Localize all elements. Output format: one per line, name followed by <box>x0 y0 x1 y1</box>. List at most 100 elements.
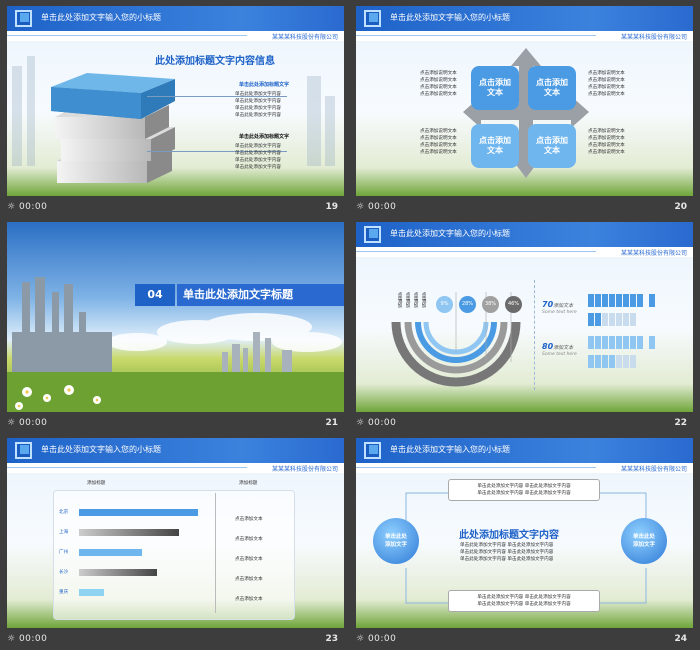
bar <box>79 589 104 596</box>
left-circle[interactable]: 单击此处 添加文字 <box>373 518 419 564</box>
stat-70-sub: Some text here <box>542 310 577 315</box>
header-title: 单击此处添加文字输入您的小标题 <box>390 13 510 22</box>
slide-canvas: 单击此处添加文字输入您的小标题 某某某科技股份有限公司 <box>7 6 344 196</box>
company-name: 某某某科技股份有限公司 <box>271 34 338 41</box>
percent-bubble: 46% <box>505 296 522 313</box>
header-logo-icon <box>364 10 381 27</box>
slide-canvas: 单击此处添加文字输入您的小标题 某某某科技股份有限公司 添加标题 添加标题 北京… <box>7 438 344 628</box>
company-name: 某某某科技股份有限公司 <box>620 34 687 41</box>
header-title: 单击此处添加文字输入您的小标题 <box>41 445 161 454</box>
sub-heading: 单击此处添加标题文字 <box>239 134 290 140</box>
slide-footer: ☼ 00:00 23 <box>7 628 344 650</box>
header-title: 单击此处添加文字输入您的小标题 <box>390 229 510 238</box>
text-block: 单击此处添加文字内容 单击此处添加文字内容 单击此处添加文字内容 单击此处添加文字内… <box>235 92 281 118</box>
bar <box>79 509 198 516</box>
text-block-left-top: 点击添加说明文本 点击添加说明文本 点击添加说明文本 点击添加说明文本 <box>420 71 457 97</box>
bottom-text-box[interactable]: 单击此处添加文字内容 单击此处添加文字内容 单击此处添加文字内容 单击此处添加文字… <box>448 590 600 612</box>
divider <box>215 493 216 613</box>
slide-canvas: 单击此处添加文字输入您的小标题 某某某科技股份有限公司 点击添加 文本 点击添加… <box>356 6 693 196</box>
click-text-list: 点击添加文本 点击添加文本 点击添加文本 点击添加文本 点击添加文本 <box>235 517 263 602</box>
slide-header: 单击此处添加文字输入您的小标题 <box>356 222 693 247</box>
header-logo-icon <box>364 226 381 243</box>
center-text: 单击此处添加文字内容 单击此处添加文字内容 单击此处添加文字内容 单击此处添加文字… <box>460 543 554 562</box>
divider <box>534 280 536 390</box>
bar-label: 长沙 <box>59 570 69 575</box>
bar-chart: 北京 上海 广州 长沙 重庆 <box>59 508 209 608</box>
bar <box>79 569 157 576</box>
bar-label: 上海 <box>59 530 69 535</box>
header-logo-icon <box>15 10 32 27</box>
header-logo-icon <box>364 442 381 459</box>
tile-top-right[interactable]: 点击添加 文本 <box>528 66 576 110</box>
divider <box>147 96 287 97</box>
header-subbar: 某某某科技股份有限公司 <box>7 463 344 473</box>
header-subbar: 某某某科技股份有限公司 <box>356 463 693 473</box>
slide-thumb-23[interactable]: 单击此处添加文字输入您的小标题 某某某科技股份有限公司 添加标题 添加标题 北京… <box>7 438 344 650</box>
flow-lines-icon <box>405 492 647 604</box>
slide-thumb-20[interactable]: 单击此处添加文字输入您的小标题 某某某科技股份有限公司 点击添加 文本 点击添加… <box>356 6 693 218</box>
slide-time: ☼ 00:00 <box>7 418 48 428</box>
tile-bottom-right[interactable]: 点击添加 文本 <box>528 124 576 168</box>
slide-time: ☼ 00:00 <box>7 634 48 644</box>
text-block-right-top: 点击添加说明文本 点击添加说明文本 点击添加说明文本 点击添加说明文本 <box>588 71 625 97</box>
company-name: 某某某科技股份有限公司 <box>620 250 687 257</box>
header-title: 单击此处添加文字输入您的小标题 <box>390 445 510 454</box>
slide-number: 21 <box>325 418 338 428</box>
sub-heading: 单击此处添加标题文字 <box>239 82 290 88</box>
slide-thumb-19[interactable]: 单击此处添加文字输入您的小标题 某某某科技股份有限公司 <box>7 6 344 218</box>
bar-label: 广州 <box>59 550 69 555</box>
text-block-right-bottom: 点击添加说明文本 点击添加说明文本 点击添加说明文本 点击添加说明文本 <box>588 129 625 155</box>
section-title: 单击此处添加文字标题 <box>177 284 344 306</box>
industrial-scene-icon <box>7 277 344 412</box>
slide-canvas: 单击此处添加文字输入您的小标题 某某某科技股份有限公司 点击添加 点击添加 点击… <box>356 222 693 412</box>
slide-thumb-22[interactable]: 单击此处添加文字输入您的小标题 某某某科技股份有限公司 点击添加 点击添加 点击… <box>356 222 693 434</box>
slide-thumb-21[interactable]: 04 单击此处添加文字标题 ☼ 00:00 21 <box>7 222 344 434</box>
bar-label: 重庆 <box>59 590 69 595</box>
slide-number: 22 <box>674 418 687 428</box>
books-stack-icon <box>51 73 175 183</box>
divider <box>147 151 287 152</box>
stat-80: 80添加文本 <box>542 342 574 351</box>
column-header: 添加标题 <box>87 481 106 486</box>
percent-bubble: 28% <box>459 296 476 313</box>
slide-footer: ☼ 00:00 19 <box>7 196 344 218</box>
slide-header: 单击此处添加文字输入您的小标题 <box>7 6 344 31</box>
text-block-left-bottom: 点击添加说明文本 点击添加说明文本 点击添加说明文本 点击添加说明文本 <box>420 129 457 155</box>
header-logo-icon <box>15 442 32 459</box>
company-name: 某某某科技股份有限公司 <box>271 466 338 473</box>
slide-time: ☼ 00:00 <box>356 634 397 644</box>
people-icons-80 <box>588 334 658 372</box>
vertical-labels: 点击添加 <box>405 292 410 307</box>
slide-number: 19 <box>325 202 338 212</box>
slide-thumb-24[interactable]: 单击此处添加文字输入您的小标题 某某某科技股份有限公司 单击此处添加文字内容 单… <box>356 438 693 650</box>
slide-header: 单击此处添加文字输入您的小标题 <box>356 6 693 31</box>
slide-title: 此处添加标题文字内容信息 <box>155 56 275 67</box>
people-icons-70 <box>588 292 658 330</box>
section-number: 04 <box>135 284 175 306</box>
slide-footer: ☼ 00:00 21 <box>7 412 344 434</box>
slide-number: 24 <box>674 634 687 644</box>
right-circle[interactable]: 单击此处 添加文字 <box>621 518 667 564</box>
slide-header: 单击此处添加文字输入您的小标题 <box>7 438 344 463</box>
vertical-labels: 点击添加 <box>413 292 418 307</box>
header-subbar: 某某某科技股份有限公司 <box>356 247 693 257</box>
header-title: 单击此处添加文字输入您的小标题 <box>41 13 161 22</box>
slide-footer: ☼ 00:00 22 <box>356 412 693 434</box>
bar <box>79 529 179 536</box>
slide-time: ☼ 00:00 <box>7 202 48 212</box>
vertical-labels: 点击添加 <box>421 292 426 307</box>
slide-footer: ☼ 00:00 20 <box>356 196 693 218</box>
company-name: 某某某科技股份有限公司 <box>620 466 687 473</box>
slide-canvas: 04 单击此处添加文字标题 <box>7 222 344 412</box>
slide-time: ☼ 00:00 <box>356 202 397 212</box>
slide-number: 20 <box>674 202 687 212</box>
tile-top-left[interactable]: 点击添加 文本 <box>471 66 519 110</box>
bar-label: 北京 <box>59 510 69 515</box>
bar <box>79 549 142 556</box>
percent-bubble: 9% <box>436 296 453 313</box>
slide-time: ☼ 00:00 <box>356 418 397 428</box>
city-background-icon <box>12 56 335 166</box>
stat-80-sub: Some text here <box>542 352 577 357</box>
tile-bottom-left[interactable]: 点击添加 文本 <box>471 124 519 168</box>
top-text-box[interactable]: 单击此处添加文字内容 单击此处添加文字内容 单击此处添加文字内容 单击此处添加文字… <box>448 479 600 501</box>
